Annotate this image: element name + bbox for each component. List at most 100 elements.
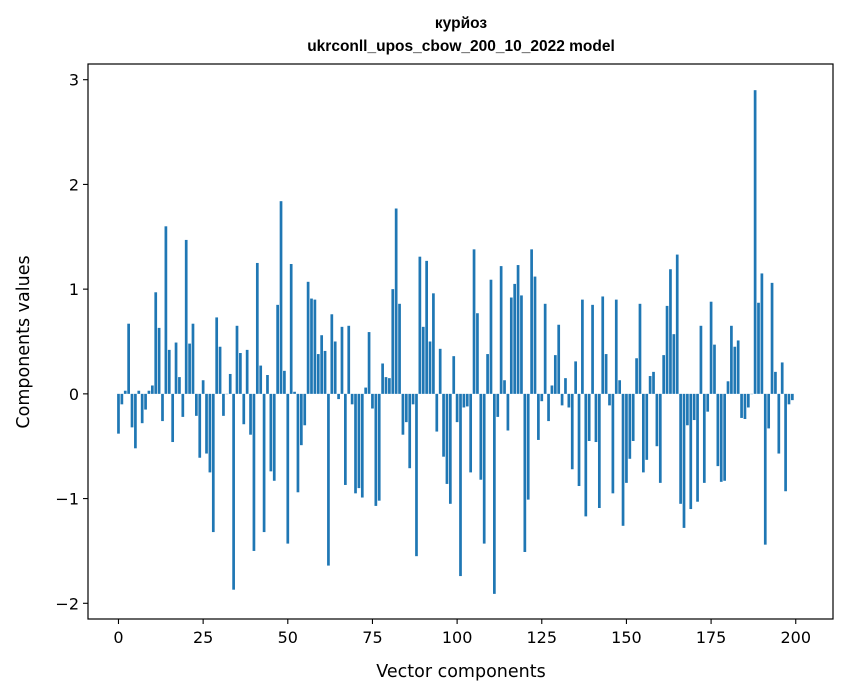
bar-35 [236,326,239,394]
bar-97 [446,394,449,484]
bar-26 [205,394,208,454]
bar-120 [523,394,526,552]
bar-142 [598,394,601,508]
bar-33 [229,374,232,394]
bar-41 [256,263,259,394]
bar-180 [727,381,730,394]
bar-29 [215,317,218,393]
bar-91 [425,261,428,394]
bar-24 [198,394,201,458]
bar-65 [337,394,340,399]
bar-63 [330,314,333,394]
bar-112 [496,394,499,417]
bar-88 [415,394,418,556]
bar-44 [266,375,269,394]
bar-76 [374,394,377,506]
bar-165 [676,255,679,394]
bar-58 [314,300,317,394]
bar-99 [452,356,455,394]
bar-67 [344,394,347,485]
bar-123 [534,277,537,394]
bar-13 [161,394,164,421]
bar-164 [672,334,675,394]
bar-141 [595,394,598,442]
bar-55 [303,394,306,425]
bar-152 [632,394,635,441]
bar-140 [591,305,594,394]
y-tick-label: 1 [69,280,79,299]
bar-159 [656,394,659,446]
y-tick-label: 2 [69,175,79,194]
bar-69 [351,394,354,404]
bar-192 [767,394,770,429]
bar-81 [391,289,394,394]
bar-36 [239,353,242,394]
bar-158 [652,372,655,394]
bar-85 [405,394,408,422]
y-tick-label: −2 [55,594,79,613]
bar-122 [530,249,533,394]
x-tick-label: 100 [442,628,473,647]
x-axis-label: Vector components [376,662,545,682]
bar-10 [151,385,154,393]
bar-50 [286,394,289,544]
bar-12 [158,328,161,394]
bar-101 [459,394,462,576]
bars-group [117,90,794,594]
bar-89 [419,257,422,394]
bar-103 [466,394,469,407]
bar-172 [700,326,703,394]
bar-20 [185,240,188,394]
bar-157 [649,376,652,394]
bar-30 [219,347,222,394]
bar-9 [148,391,151,394]
bar-11 [154,292,157,394]
bar-150 [625,394,628,483]
bar-161 [662,355,665,394]
bar-144 [605,354,608,394]
bar-21 [188,344,191,394]
bar-51 [290,264,293,394]
bar-135 [574,361,577,393]
bar-199 [791,394,794,400]
y-axis-label: Components values [14,255,34,428]
x-tick-label: 50 [278,628,298,647]
bar-136 [578,394,581,486]
bar-146 [612,394,615,493]
bar-169 [689,394,692,509]
bar-132 [564,378,567,394]
bar-167 [683,394,686,528]
bar-40 [253,394,256,551]
bar-185 [744,394,747,419]
bar-174 [706,394,709,412]
bar-60 [320,335,323,394]
bar-137 [581,300,584,394]
bar-160 [659,394,662,483]
bar-87 [412,394,415,404]
bar-73 [364,388,367,394]
bar-75 [371,394,374,409]
bar-94 [435,394,438,432]
bar-93 [432,293,435,394]
bar-191 [764,394,767,545]
bar-6 [137,391,140,394]
chart-title-line1: курйоз [435,15,487,32]
x-tick-label: 175 [696,628,727,647]
bar-107 [479,394,482,480]
bar-126 [544,304,547,394]
bar-196 [781,362,784,393]
bar-86 [408,394,411,468]
bar-90 [422,327,425,394]
bar-197 [784,394,787,491]
bar-46 [273,394,276,481]
bar-190 [761,273,764,393]
bar-153 [635,358,638,394]
bar-186 [747,394,750,408]
bar-16 [171,394,174,442]
bar-188 [754,90,757,394]
bar-80 [388,378,391,394]
bar-54 [300,394,303,445]
bar-151 [628,394,631,459]
bar-77 [378,394,381,501]
